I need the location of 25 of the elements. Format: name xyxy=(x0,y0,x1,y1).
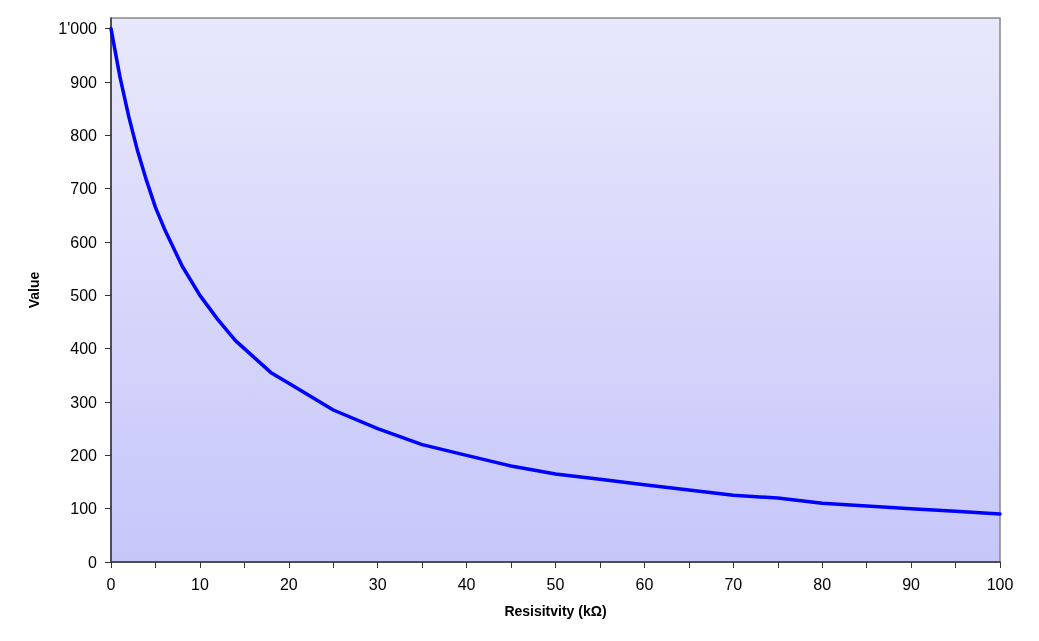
x-tick-label: 20 xyxy=(279,575,298,593)
line-series xyxy=(109,26,1002,516)
y-tick-label: 400 xyxy=(70,340,98,358)
x-tick-label: 90 xyxy=(902,575,921,593)
y-tick-label: 700 xyxy=(70,180,98,198)
y-tick-label: 1'000 xyxy=(58,20,98,38)
y-tick-label: 800 xyxy=(70,126,98,144)
x-tick-label: 10 xyxy=(191,575,209,593)
y-tick-label: 100 xyxy=(70,500,98,518)
y-tick-label: 900 xyxy=(70,73,98,91)
x-tick-label: 80 xyxy=(813,575,832,593)
x-tick-label: 40 xyxy=(457,575,476,593)
x-axis-title: Resisitvity (kΩ) xyxy=(504,603,607,619)
y-tick-label: 600 xyxy=(70,233,98,251)
x-tick-label: 50 xyxy=(546,575,565,593)
y-tick-label: 0 xyxy=(88,553,98,571)
x-tick-label: 70 xyxy=(724,575,743,593)
y-tick-label: 200 xyxy=(70,446,98,464)
x-tick-label: 100 xyxy=(986,575,1014,593)
y-tick-label: 300 xyxy=(70,393,98,411)
x-tick-label: 30 xyxy=(368,575,387,593)
x-tick-label: 0 xyxy=(106,575,116,593)
y-tick-label: 500 xyxy=(70,286,98,304)
y-axis-title: Value xyxy=(26,271,42,309)
x-tick-label: 60 xyxy=(635,575,654,593)
